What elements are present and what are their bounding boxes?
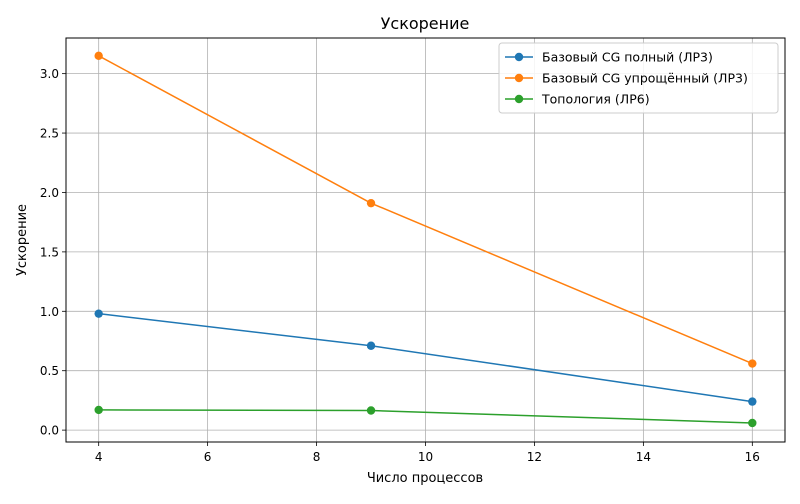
data-point: [748, 397, 757, 406]
y-tick-label: 1.5: [40, 245, 59, 259]
x-tick-label: 10: [418, 450, 433, 464]
legend-swatch-marker: [514, 52, 524, 62]
data-point: [366, 341, 376, 350]
y-tick-label: 0.5: [40, 364, 59, 378]
data-point: [94, 309, 103, 318]
data-point: [94, 405, 103, 415]
y-tick-label: 2.0: [40, 186, 59, 200]
x-tick-label: 8: [313, 450, 321, 464]
x-tick-label: 6: [204, 450, 212, 464]
data-point: [748, 418, 757, 428]
x-tick-label: 14: [636, 450, 651, 464]
legend-label: Базовый CG упрощённый (ЛР3): [542, 71, 748, 86]
x-tick-label: 12: [527, 450, 542, 464]
x-tick-label: 4: [95, 450, 103, 464]
y-tick-label: 2.5: [40, 127, 59, 141]
y-tick-label: 1.0: [40, 305, 59, 319]
chart-title: Ускорение: [381, 14, 470, 33]
legend-label: Базовый CG полный (ЛР3): [542, 50, 713, 65]
legend-swatch-marker: [514, 73, 524, 83]
legend: Базовый CG полный (ЛР3) Базовый CG упрощё…: [498, 42, 779, 114]
data-point: [748, 359, 757, 368]
legend-box: [498, 42, 779, 114]
x-axis-label: Число процессов: [367, 471, 483, 486]
legend-swatch-marker: [514, 94, 524, 104]
data-point: [366, 406, 376, 415]
data-point: [366, 198, 376, 208]
legend-label: Топология (ЛР6): [541, 92, 650, 107]
axis-ticks: 4 6 8 10 12 14 16 0.0 0.5 1.0 1.5 2.0 2.5 3.0: [40, 67, 760, 464]
series-group: [94, 51, 757, 428]
y-axis-label: Ускорение: [15, 204, 30, 276]
y-tick-label: 0.0: [40, 424, 59, 438]
x-tick-label: 16: [745, 450, 760, 464]
grid: [66, 38, 785, 442]
y-tick-label: 3.0: [40, 67, 59, 81]
data-point: [94, 51, 103, 61]
